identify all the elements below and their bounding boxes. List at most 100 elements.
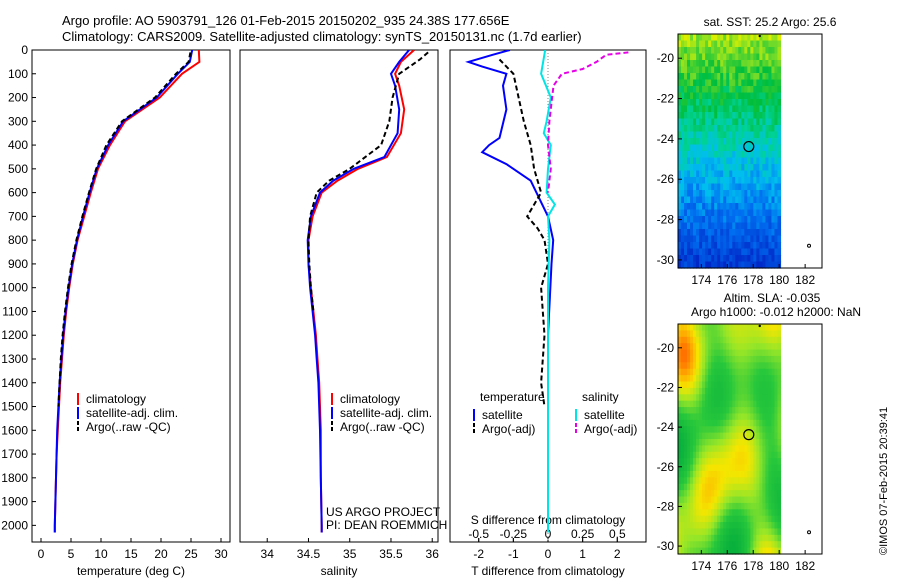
map-cell (759, 73, 763, 81)
map-cell (750, 349, 754, 357)
map-cell (699, 464, 703, 472)
map-cell (750, 144, 754, 152)
map-cell (699, 118, 703, 126)
x-tick-label: 10 (94, 547, 108, 561)
map-cell (777, 368, 782, 376)
map-cell (720, 470, 724, 478)
map-cell (690, 426, 694, 434)
map-cell (774, 66, 779, 74)
map-cell (765, 47, 770, 55)
map-cell (744, 112, 748, 120)
map-cell (723, 413, 727, 421)
map-cell (747, 547, 751, 555)
map-cell (729, 261, 733, 269)
map-cell (756, 248, 760, 256)
map-cell (768, 477, 773, 485)
map-cell (681, 400, 685, 408)
map-cell (684, 177, 688, 185)
map-cell (714, 73, 718, 81)
map-cell (774, 381, 779, 389)
map-cell (729, 138, 733, 146)
map-cell (759, 177, 763, 185)
map-cell (687, 222, 691, 230)
map-cell (699, 368, 703, 376)
map-cell (696, 125, 700, 133)
map-cell (759, 458, 763, 466)
map-cell (681, 118, 685, 126)
map-cell (711, 458, 715, 466)
map-cell (690, 196, 694, 204)
map-cell (699, 196, 703, 204)
map-cell (765, 528, 770, 536)
map-cell (774, 209, 779, 217)
map-cell (714, 157, 718, 165)
map-cell (732, 470, 736, 478)
map-cell (732, 490, 736, 498)
map-cell (765, 464, 770, 472)
map-cell (714, 515, 718, 523)
map-cell (768, 118, 773, 126)
map-cell (723, 138, 727, 146)
map-cell (723, 362, 727, 370)
map-cell (735, 330, 739, 338)
map-cell (747, 66, 751, 74)
map-cell (768, 151, 773, 159)
map-cell (732, 515, 736, 523)
map-cell (705, 413, 709, 421)
map-cell (777, 138, 782, 146)
map-cell (723, 355, 727, 363)
map-cell (729, 177, 733, 185)
map-cell (768, 229, 773, 237)
map-cell (702, 387, 706, 395)
map-cell (759, 483, 763, 491)
map-cell (753, 261, 757, 269)
map-cell (693, 330, 697, 338)
map-cell (765, 216, 770, 224)
map-cell (723, 144, 727, 152)
map-cell (741, 336, 745, 344)
map-cell (753, 222, 757, 230)
map-cell (756, 470, 760, 478)
map-cell (699, 432, 703, 440)
map-cell (747, 34, 751, 42)
map-cell (747, 203, 751, 211)
map-cell (726, 394, 730, 402)
map-cell (774, 419, 779, 427)
map-cell (741, 426, 745, 434)
map-cell (750, 515, 754, 523)
map-raster (678, 34, 782, 269)
map-cell (720, 86, 724, 94)
x2-tick-label: -0.5 (468, 527, 489, 541)
map-cell (711, 40, 715, 48)
map-cell (720, 261, 724, 269)
map-cell (765, 343, 770, 351)
map-cell (717, 248, 721, 256)
map-cell (753, 183, 757, 191)
map-cell (726, 426, 730, 434)
map-cell (768, 138, 773, 146)
map-cell (723, 502, 727, 510)
map-cell (774, 541, 779, 549)
map-cell (705, 362, 709, 370)
map-y-tick-label: -28 (657, 499, 675, 513)
map-cell (756, 451, 760, 459)
map-cell (678, 483, 682, 491)
y-tick-label: 1100 (2, 304, 28, 318)
y-tick-label: 800 (8, 233, 28, 247)
map-cell (771, 336, 776, 344)
map-cell (720, 157, 724, 165)
map-cell (717, 400, 721, 408)
map-cell (687, 496, 691, 504)
map-cell (687, 261, 691, 269)
map-cell (750, 324, 754, 331)
map-cell (720, 394, 724, 402)
map-cell (726, 381, 730, 389)
map-cell (738, 125, 742, 133)
map-cell (705, 255, 709, 263)
map-cell (717, 34, 721, 42)
map-cell (774, 349, 779, 357)
map-cell (720, 177, 724, 185)
map-cell (768, 92, 773, 100)
map-cell (711, 151, 715, 159)
map-cell (753, 112, 757, 120)
